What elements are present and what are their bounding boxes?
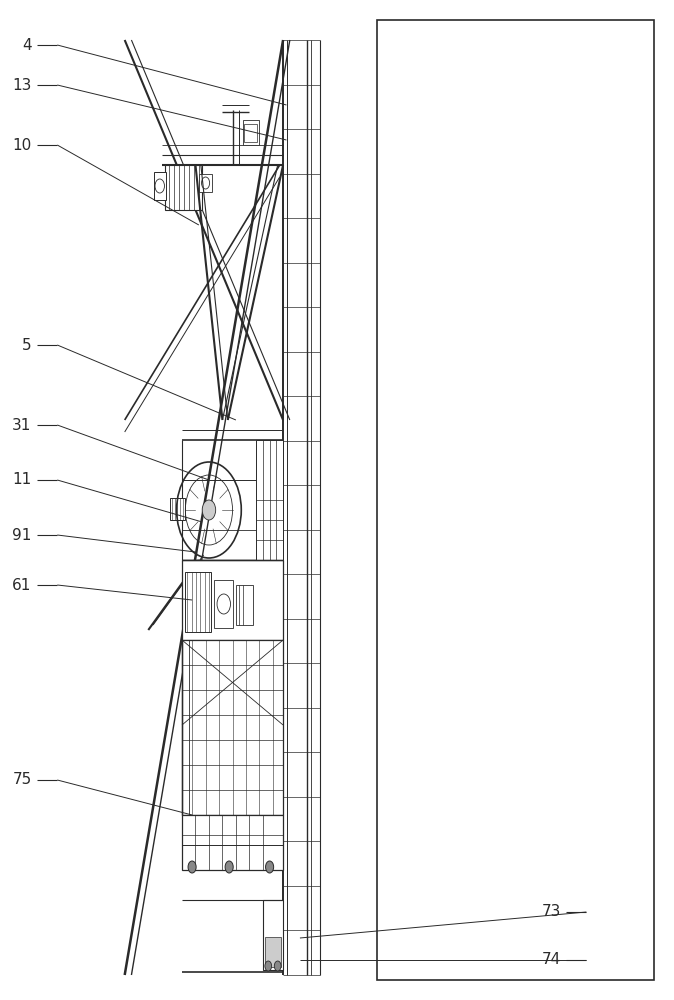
- Text: 73: 73: [541, 904, 561, 920]
- Bar: [185, 572, 211, 632]
- Text: 31: 31: [12, 418, 32, 432]
- Bar: [165, 165, 202, 210]
- Text: 61: 61: [12, 578, 32, 592]
- Text: 75: 75: [12, 772, 32, 788]
- Bar: [182, 640, 283, 815]
- Bar: [265, 937, 281, 967]
- Text: 91: 91: [12, 528, 32, 542]
- Bar: [170, 498, 185, 520]
- Bar: [236, 585, 253, 625]
- Bar: [199, 174, 212, 192]
- Text: 13: 13: [12, 78, 32, 93]
- Circle shape: [274, 961, 281, 971]
- Bar: [377, 20, 654, 980]
- Circle shape: [265, 961, 272, 971]
- Circle shape: [202, 500, 216, 520]
- Bar: [154, 172, 166, 200]
- Bar: [263, 900, 283, 970]
- Text: 74: 74: [541, 952, 561, 968]
- Bar: [256, 440, 283, 560]
- Bar: [182, 560, 283, 640]
- Text: 10: 10: [12, 137, 32, 152]
- Bar: [182, 815, 283, 870]
- Circle shape: [188, 861, 196, 873]
- Bar: [244, 124, 257, 142]
- Circle shape: [225, 861, 233, 873]
- Text: 4: 4: [22, 37, 32, 52]
- Bar: [214, 580, 233, 628]
- Circle shape: [266, 861, 274, 873]
- Bar: [243, 120, 259, 145]
- Text: 5: 5: [22, 338, 32, 353]
- Text: 11: 11: [12, 473, 32, 488]
